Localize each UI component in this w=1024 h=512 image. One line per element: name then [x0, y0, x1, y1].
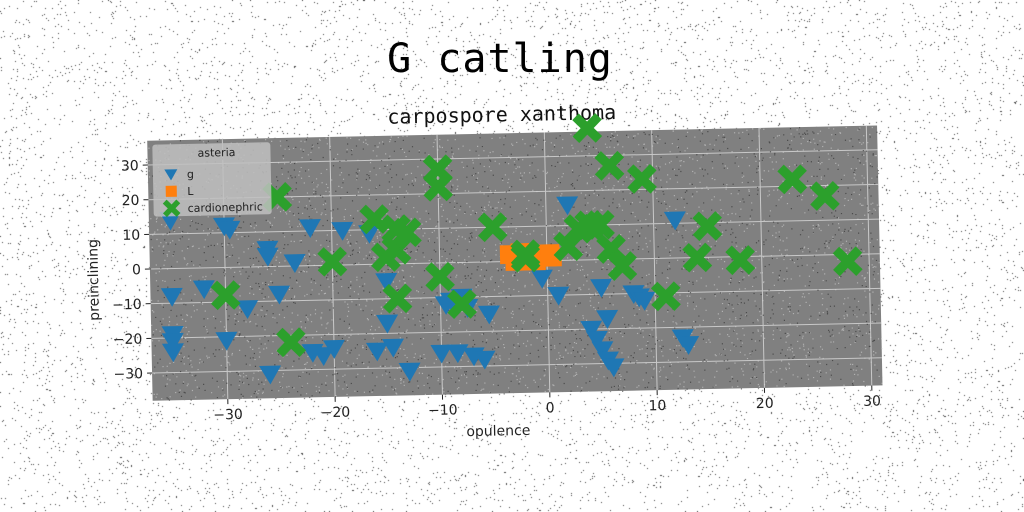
data-point-g — [375, 272, 398, 292]
data-point-g — [663, 211, 686, 231]
x-axis-label: opulence — [466, 423, 530, 440]
data-point-cardionephric — [262, 182, 293, 212]
data-point-g — [376, 314, 399, 334]
data-point-g — [590, 278, 613, 298]
data-point-g — [301, 343, 324, 363]
legend-marker-cardionephric — [162, 199, 181, 218]
data-point-g — [161, 332, 184, 352]
data-point-g — [161, 343, 184, 363]
data-point-cardionephric — [553, 231, 584, 262]
data-point-g — [218, 220, 241, 240]
data-point-cardionephric — [276, 327, 306, 358]
data-point-cardionephric — [382, 283, 413, 314]
data-point-cardionephric — [809, 180, 840, 211]
y-tick-label: 0 — [132, 262, 141, 278]
data-point-cardionephric — [510, 242, 541, 273]
x-tick-label: 10 — [648, 398, 666, 414]
data-point-g — [477, 305, 500, 325]
grid-line-y — [149, 218, 880, 235]
data-point-g — [530, 269, 553, 289]
data-point-cardionephric — [423, 171, 454, 202]
x-tick-label: 30 — [863, 393, 881, 409]
grid-line-y — [150, 287, 881, 305]
data-point-g — [585, 330, 608, 350]
data-point-cardionephric — [370, 242, 401, 273]
data-point-g — [322, 339, 345, 359]
legend-label-L: L — [187, 185, 194, 198]
x-tick-label: −10 — [428, 402, 458, 419]
data-points — [159, 113, 863, 385]
data-point-L — [540, 244, 560, 264]
data-point-g — [259, 365, 282, 385]
data-point-g — [160, 287, 183, 307]
y-tick-label: 30 — [121, 158, 139, 174]
data-point-cardionephric — [210, 280, 241, 311]
data-point-g — [633, 291, 656, 311]
data-point-cardionephric — [607, 251, 638, 282]
data-point-g — [236, 300, 259, 320]
data-point-cardionephric — [425, 261, 455, 292]
data-point-g — [473, 350, 496, 370]
legend-label-g: g — [187, 168, 194, 181]
y-tick-label: 10 — [122, 228, 140, 244]
grid-line-y — [151, 322, 882, 339]
data-point-g — [580, 320, 603, 340]
y-tick-label: 20 — [121, 193, 139, 209]
data-point-g — [398, 362, 421, 382]
legend-marker-g — [164, 169, 178, 181]
data-point-g — [283, 254, 306, 273]
data-point-g — [591, 341, 614, 361]
data-point-g — [298, 219, 321, 238]
data-point-g — [331, 221, 354, 241]
data-point-g — [268, 285, 291, 305]
data-point-cardionephric — [359, 204, 390, 235]
legend-label-cardionephric: cardionephric — [188, 200, 263, 215]
legend-marker-L — [165, 185, 177, 197]
data-point-g — [381, 338, 404, 358]
y-axis-label: preinclining — [85, 239, 103, 321]
data-point-g — [365, 342, 388, 362]
figure-suptitle: G catling — [387, 36, 613, 82]
grid-line-x — [758, 127, 765, 388]
data-point-cardionephric — [725, 245, 756, 276]
x-tick-label: −30 — [213, 407, 243, 424]
data-point-cardionephric — [596, 233, 627, 264]
data-point-g — [430, 344, 453, 364]
data-point-g — [192, 280, 215, 300]
data-point-cardionephric — [650, 281, 681, 312]
data-point-cardionephric — [477, 212, 508, 243]
data-point-g — [556, 196, 579, 216]
legend-title: asteria — [197, 146, 235, 160]
data-point-cardionephric — [832, 246, 863, 277]
axis-ticks: −30 −20 −10 0 10 20 30 −30 −20 −10 0 10 20 30 — [112, 158, 881, 424]
x-tick-label: −20 — [321, 405, 351, 422]
data-point-cardionephric — [692, 211, 723, 242]
data-point-cardionephric — [777, 164, 808, 195]
data-point-g — [446, 344, 469, 364]
data-point-cardionephric — [317, 246, 348, 277]
data-point-g — [596, 309, 619, 329]
data-point-cardionephric — [585, 209, 615, 240]
y-tick-label: −10 — [112, 297, 142, 314]
data-point-cardionephric — [447, 289, 477, 320]
y-tick-label: −20 — [113, 332, 143, 349]
data-point-g — [256, 247, 279, 267]
data-point-cardionephric — [572, 113, 603, 144]
data-point-g — [602, 358, 625, 378]
data-point-cardionephric — [594, 150, 625, 181]
x-tick-label: 0 — [545, 400, 554, 416]
data-point-g — [677, 335, 700, 355]
data-point-cardionephric — [626, 164, 657, 194]
legend-box — [152, 142, 272, 217]
x-tick-label: 20 — [756, 396, 774, 412]
data-point-cardionephric — [682, 242, 713, 273]
y-tick-label: −30 — [113, 366, 143, 383]
data-point-g — [215, 331, 238, 351]
grid-line-x — [865, 125, 873, 386]
data-point-g — [547, 286, 570, 306]
data-point-cardionephric — [391, 217, 422, 248]
